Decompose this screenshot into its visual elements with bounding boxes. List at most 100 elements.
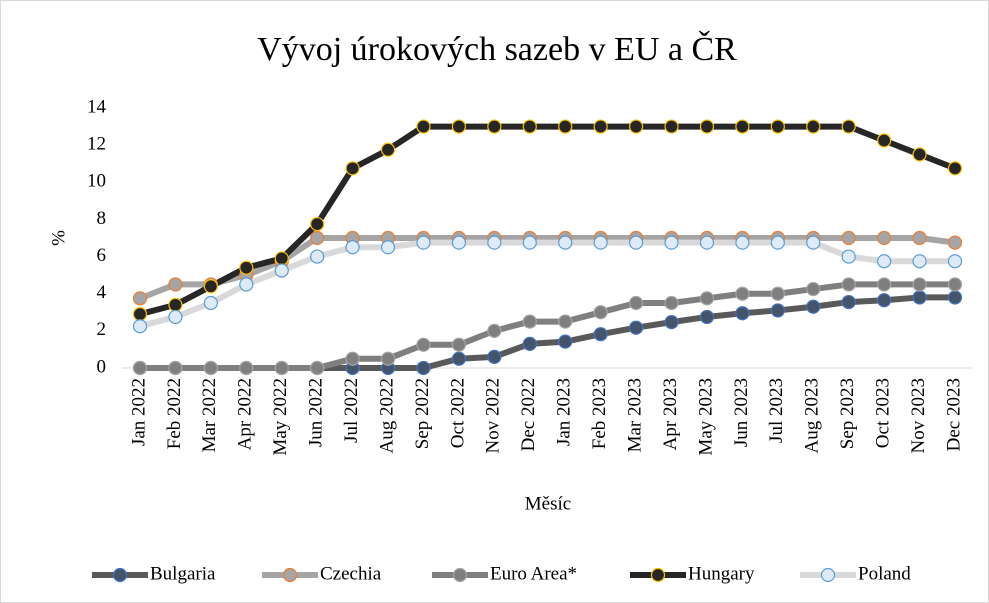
data-point (345, 351, 360, 366)
data-point (947, 277, 963, 292)
legend-label: Euro Area* (490, 563, 577, 584)
x-tick-label: Dec 2022 (518, 378, 539, 451)
data-point (628, 119, 644, 134)
data-point (593, 305, 608, 320)
data-point (203, 279, 218, 294)
data-point (132, 307, 148, 322)
data-point (558, 119, 573, 134)
data-point (806, 281, 821, 297)
data-point (558, 334, 573, 349)
data-point (664, 235, 679, 250)
data-point (593, 119, 608, 134)
data-point (416, 235, 431, 250)
data-point (770, 119, 785, 134)
data-point (310, 360, 325, 376)
data-point (806, 235, 821, 250)
data-point (558, 235, 573, 250)
legend-label: Czechia (320, 563, 382, 584)
data-point (487, 119, 502, 134)
data-point (912, 254, 927, 269)
data-point (168, 277, 183, 292)
legend-marker (650, 567, 666, 583)
legend-marker (452, 567, 468, 583)
data-point (522, 119, 537, 134)
data-point (416, 360, 431, 376)
data-point (522, 314, 537, 329)
y-tick-label: 6 (97, 245, 107, 266)
data-point (947, 235, 963, 250)
x-tick-label: Mar 2023 (624, 378, 645, 452)
data-point (664, 119, 679, 134)
data-point (912, 277, 927, 292)
data-point (168, 309, 183, 325)
data-point (380, 240, 396, 255)
data-point (770, 286, 785, 301)
x-tick-label: May 2023 (695, 378, 716, 456)
x-tick-label: Apr 2023 (660, 378, 681, 450)
data-point (877, 230, 892, 246)
x-tick-label: Sep 2022 (412, 378, 433, 449)
legend-label: Bulgaria (150, 563, 216, 584)
data-point (380, 351, 396, 366)
data-point (877, 293, 892, 308)
data-point (132, 360, 148, 376)
y-tick-label: 8 (97, 208, 107, 229)
x-tick-label: Jan 2023 (554, 378, 575, 446)
y-tick-label: 10 (87, 171, 106, 192)
x-tick-label: Sep 2023 (837, 378, 858, 449)
data-point (664, 315, 679, 330)
data-point (168, 297, 183, 312)
data-point (239, 277, 254, 292)
x-tick-label: Apr 2022 (235, 378, 256, 450)
data-point (416, 337, 431, 352)
data-point (699, 119, 715, 134)
data-point (310, 249, 325, 264)
data-point (735, 286, 750, 301)
data-point (770, 303, 785, 318)
x-tick-label: Oct 2023 (872, 378, 893, 448)
data-point (522, 235, 537, 250)
legend-label: Poland (858, 563, 911, 584)
data-point (841, 249, 856, 264)
data-point (310, 216, 325, 232)
x-tick-label: Oct 2022 (447, 378, 468, 448)
legend-label: Hungary (688, 563, 755, 584)
data-point (593, 327, 608, 342)
data-point (451, 351, 467, 366)
x-tick-label: Aug 2022 (376, 378, 397, 453)
data-point (735, 119, 750, 134)
data-point (912, 230, 927, 246)
data-point (451, 337, 467, 352)
data-point (628, 235, 644, 250)
data-point (239, 360, 254, 376)
legend-marker (282, 567, 298, 583)
data-point (274, 360, 289, 376)
data-point (132, 319, 148, 334)
data-point (168, 360, 183, 376)
data-point (877, 133, 892, 148)
data-point (841, 230, 856, 246)
x-tick-label: Aug 2023 (802, 378, 823, 453)
data-point (522, 336, 537, 351)
x-tick-label: Nov 2023 (908, 378, 929, 453)
data-point (274, 263, 289, 278)
x-tick-label: Jan 2022 (128, 378, 149, 446)
data-point (132, 291, 148, 306)
x-axis-label: Měsíc (525, 493, 571, 514)
data-point (841, 294, 856, 310)
data-point (877, 277, 892, 292)
x-tick-label: Jul 2022 (341, 378, 362, 443)
data-point (841, 119, 856, 134)
data-point (203, 360, 218, 376)
data-point (487, 323, 502, 338)
data-point (345, 161, 360, 176)
data-point (487, 235, 502, 250)
data-point (628, 320, 644, 335)
y-tick-label: 12 (87, 134, 106, 155)
y-axis-label: % (48, 230, 69, 246)
y-tick-label: 2 (97, 319, 107, 340)
data-point (699, 291, 715, 306)
data-point (877, 254, 892, 269)
